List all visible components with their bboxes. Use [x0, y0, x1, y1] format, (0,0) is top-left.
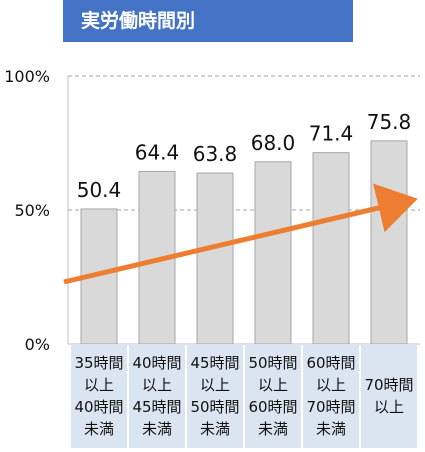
category-label: 35時間 以上 40時間 未満	[71, 344, 127, 448]
y-tick-label: 100%	[4, 67, 50, 86]
data-label: 63.8	[193, 142, 238, 166]
data-label: 75.8	[367, 110, 412, 134]
category-label: 50時間 以上 60時間 未満	[245, 344, 301, 448]
bar	[370, 140, 408, 345]
data-label: 68.0	[251, 131, 296, 155]
category-label: 70時間 以上	[361, 344, 417, 448]
bar	[196, 172, 234, 345]
bar	[312, 152, 350, 345]
category-label: 60時間 以上 70時間 未満	[303, 344, 359, 448]
y-tick-label: 0%	[25, 335, 50, 354]
data-label: 64.4	[135, 140, 180, 164]
data-label: 50.4	[77, 178, 122, 202]
bar	[254, 161, 292, 345]
data-label: 71.4	[309, 122, 354, 146]
category-label: 40時間 以上 45時間 未満	[129, 344, 185, 448]
chart-title: 実労働時間別	[63, 0, 353, 42]
trend-arrow	[63, 183, 418, 285]
y-tick-label: 50%	[14, 201, 50, 220]
category-label: 45時間 以上 50時間 未満	[187, 344, 243, 448]
